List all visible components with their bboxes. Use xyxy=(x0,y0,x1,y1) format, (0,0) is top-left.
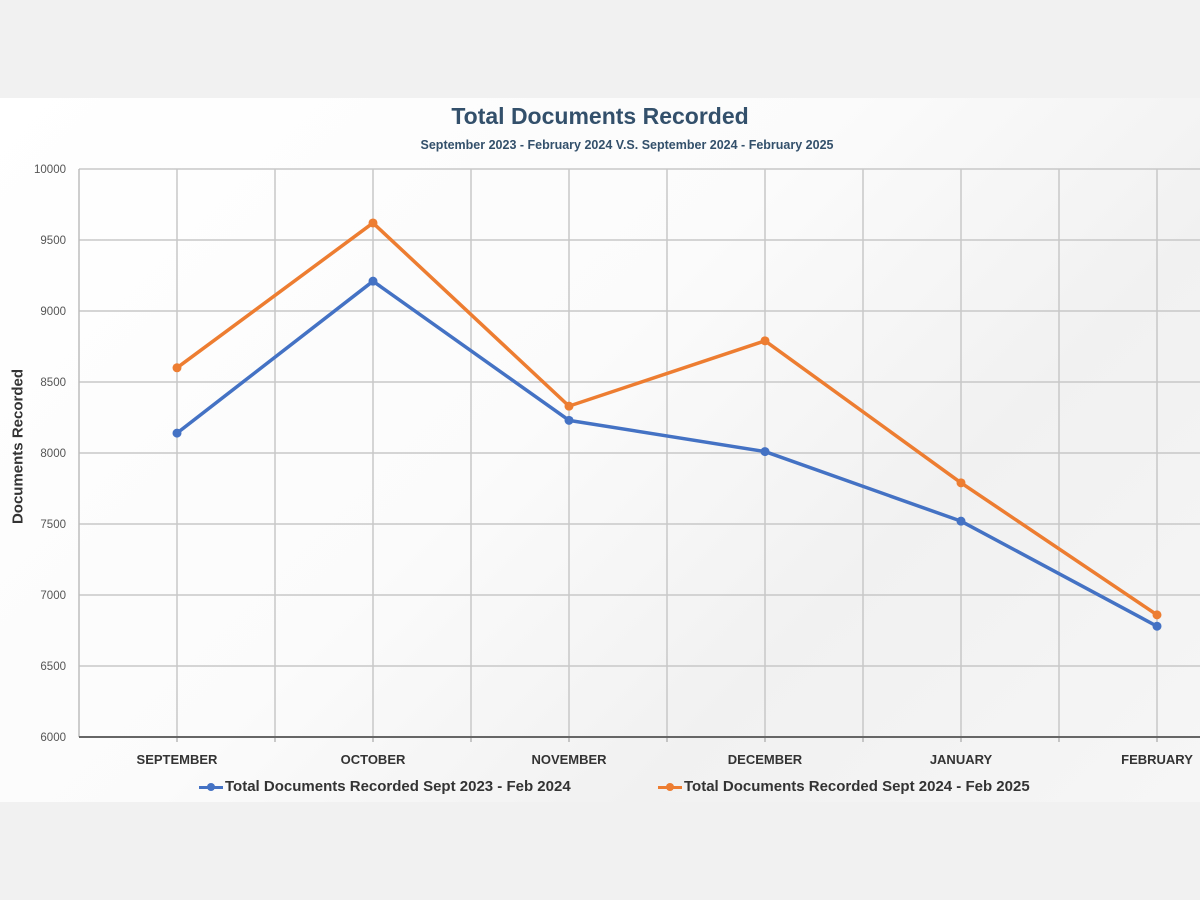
y-tick-label: 6500 xyxy=(40,661,66,673)
data-point xyxy=(564,415,574,425)
x-tick-label: JANUARY xyxy=(930,752,993,767)
data-point xyxy=(368,276,378,286)
data-point xyxy=(172,363,182,373)
y-tick-label: 8000 xyxy=(40,448,66,460)
chart-container: Total Documents Recorded September 2023 … xyxy=(0,98,1200,802)
y-tick-label: 10000 xyxy=(34,164,66,176)
legend-marker-icon xyxy=(199,781,223,793)
legend-marker-icon xyxy=(658,781,682,793)
data-point xyxy=(1152,621,1162,631)
y-tick-label: 6000 xyxy=(40,732,66,744)
chart-title: Total Documents Recorded xyxy=(451,103,749,129)
data-point xyxy=(368,218,378,228)
data-point xyxy=(760,336,770,346)
legend-item-series-2024-2025: Total Documents Recorded Sept 2024 - Feb… xyxy=(658,778,1030,795)
chart-subtitle: September 2023 - February 2024 V.S. Sept… xyxy=(420,138,834,152)
y-tick-labels: 6000 6500 7000 7500 8000 8500 9000 9500 10000 xyxy=(34,164,66,744)
x-tick-label: FEBRUARY xyxy=(1121,752,1193,767)
y-tick-label: 9500 xyxy=(40,235,66,247)
y-tick-label: 7500 xyxy=(40,519,66,531)
legend-label: Total Documents Recorded Sept 2023 - Feb… xyxy=(225,778,571,795)
axes xyxy=(78,169,1200,742)
y-tick-label: 9000 xyxy=(40,306,66,318)
data-point xyxy=(760,447,770,457)
legend: Total Documents Recorded Sept 2023 - Feb… xyxy=(0,778,1200,800)
series-0 xyxy=(172,276,1162,631)
data-point xyxy=(564,401,574,411)
x-tick-label: DECEMBER xyxy=(728,752,803,767)
x-tick-label: OCTOBER xyxy=(341,752,406,767)
gridlines xyxy=(79,168,1200,737)
plot-area: 6000 6500 7000 7500 8000 8500 9000 9500 10000 SE… xyxy=(34,164,1200,767)
data-point xyxy=(956,516,966,526)
data-point xyxy=(956,478,966,488)
data-point xyxy=(172,428,182,438)
legend-label: Total Documents Recorded Sept 2024 - Feb… xyxy=(684,778,1030,795)
series-lines xyxy=(172,218,1162,631)
y-tick-label: 8500 xyxy=(40,377,66,389)
x-tick-label: SEPTEMBER xyxy=(137,752,219,767)
x-tick-labels: SEPTEMBER OCTOBER NOVEMBER DECEMBER JANUARY F… xyxy=(137,752,1194,767)
series-1 xyxy=(172,218,1162,620)
x-tick-label: NOVEMBER xyxy=(531,752,607,767)
y-tick-label: 7000 xyxy=(40,590,66,602)
series-line xyxy=(175,279,1159,628)
series-line xyxy=(175,221,1159,617)
data-point xyxy=(1152,610,1162,620)
legend-item-series-2023-2024: Total Documents Recorded Sept 2023 - Feb… xyxy=(199,778,571,795)
